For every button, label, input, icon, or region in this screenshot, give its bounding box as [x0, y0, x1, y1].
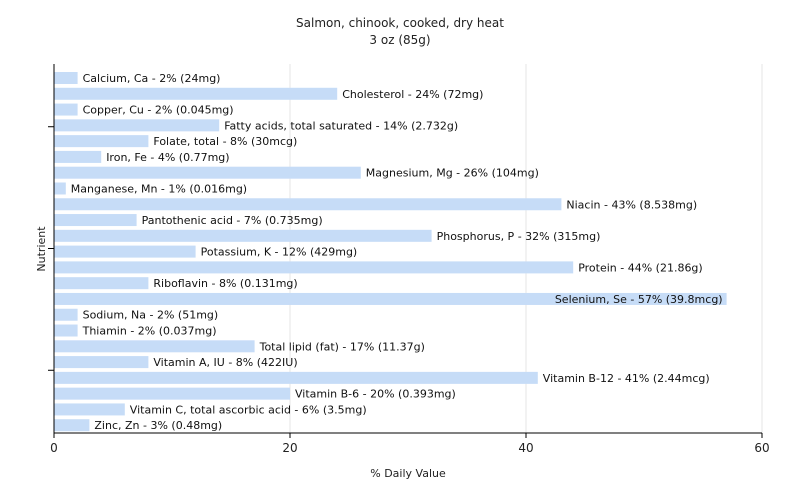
chart-subtitle: 3 oz (85g) [369, 33, 430, 47]
bar-label: Fatty acids, total saturated - 14% (2.73… [224, 119, 458, 132]
bar-label: Calcium, Ca - 2% (24mg) [83, 72, 221, 85]
bar-label: Potassium, K - 12% (429mg) [201, 246, 358, 259]
bar [54, 245, 196, 258]
bar [54, 214, 137, 227]
x-tick-label: 20 [282, 441, 297, 455]
bar-label: Riboflavin - 8% (0.131mg) [153, 277, 297, 290]
x-tick-label: 40 [518, 441, 533, 455]
chart-title: Salmon, chinook, cooked, dry heat [296, 16, 504, 30]
bar-label: Vitamin B-12 - 41% (2.44mcg) [543, 372, 710, 385]
bar-label: Magnesium, Mg - 26% (104mg) [366, 167, 539, 180]
bar-label: Sodium, Na - 2% (51mg) [83, 309, 219, 322]
bar [54, 72, 78, 84]
bar [54, 87, 338, 100]
bar [54, 387, 290, 400]
bar [54, 166, 361, 179]
x-axis-title: % Daily Value [370, 467, 446, 480]
bar [54, 340, 255, 353]
bar-label: Phosphorus, P - 32% (315mg) [437, 230, 601, 243]
bars: Calcium, Ca - 2% (24mg) Cholesterol - 24%… [54, 72, 727, 432]
bar-label: Vitamin C, total ascorbic acid - 6% (3.5… [130, 403, 367, 416]
bar-label: Vitamin B-6 - 20% (0.393mg) [295, 388, 456, 401]
bar-label: Selenium, Se - 57% (39.8mcg) [555, 293, 723, 306]
bar [54, 371, 538, 384]
x-tick-label: 60 [754, 441, 769, 455]
y-axis-title: Nutrient [35, 226, 48, 272]
bar-label: Copper, Cu - 2% (0.045mg) [83, 104, 234, 117]
bar [54, 308, 78, 321]
bar-label: Protein - 44% (21.86g) [578, 261, 703, 274]
bar-label: Vitamin A, IU - 8% (422IU) [153, 356, 297, 369]
x-tick-label: 0 [50, 441, 58, 455]
bar [54, 135, 149, 148]
bar [54, 403, 125, 416]
bar [54, 277, 149, 290]
bar-label: Folate, total - 8% (30mcg) [153, 135, 297, 148]
bar [54, 198, 562, 211]
bar [54, 261, 574, 274]
bar-label: Pantothenic acid - 7% (0.735mg) [142, 214, 323, 227]
bar-label: Zinc, Zn - 3% (0.48mg) [94, 419, 222, 432]
gridlines [289, 64, 763, 433]
bar [54, 119, 220, 132]
bar [54, 150, 102, 163]
bar-label: Total lipid (fat) - 17% (11.37g) [259, 340, 425, 353]
bar [54, 103, 78, 116]
bar-label: Manganese, Mn - 1% (0.016mg) [71, 182, 247, 195]
bar-label: Cholesterol - 24% (72mg) [342, 88, 483, 101]
bar-label: Niacin - 43% (8.538mg) [566, 198, 697, 211]
bar [54, 292, 727, 305]
axes: 0 20 40 60 [48, 64, 770, 455]
bar-label: Thiamin - 2% (0.037mg) [82, 325, 217, 338]
bar [54, 419, 90, 432]
bar [54, 229, 432, 242]
bar-label: Iron, Fe - 4% (0.77mg) [106, 151, 229, 164]
bar [54, 182, 66, 195]
bar [54, 356, 149, 369]
bar [54, 324, 78, 337]
